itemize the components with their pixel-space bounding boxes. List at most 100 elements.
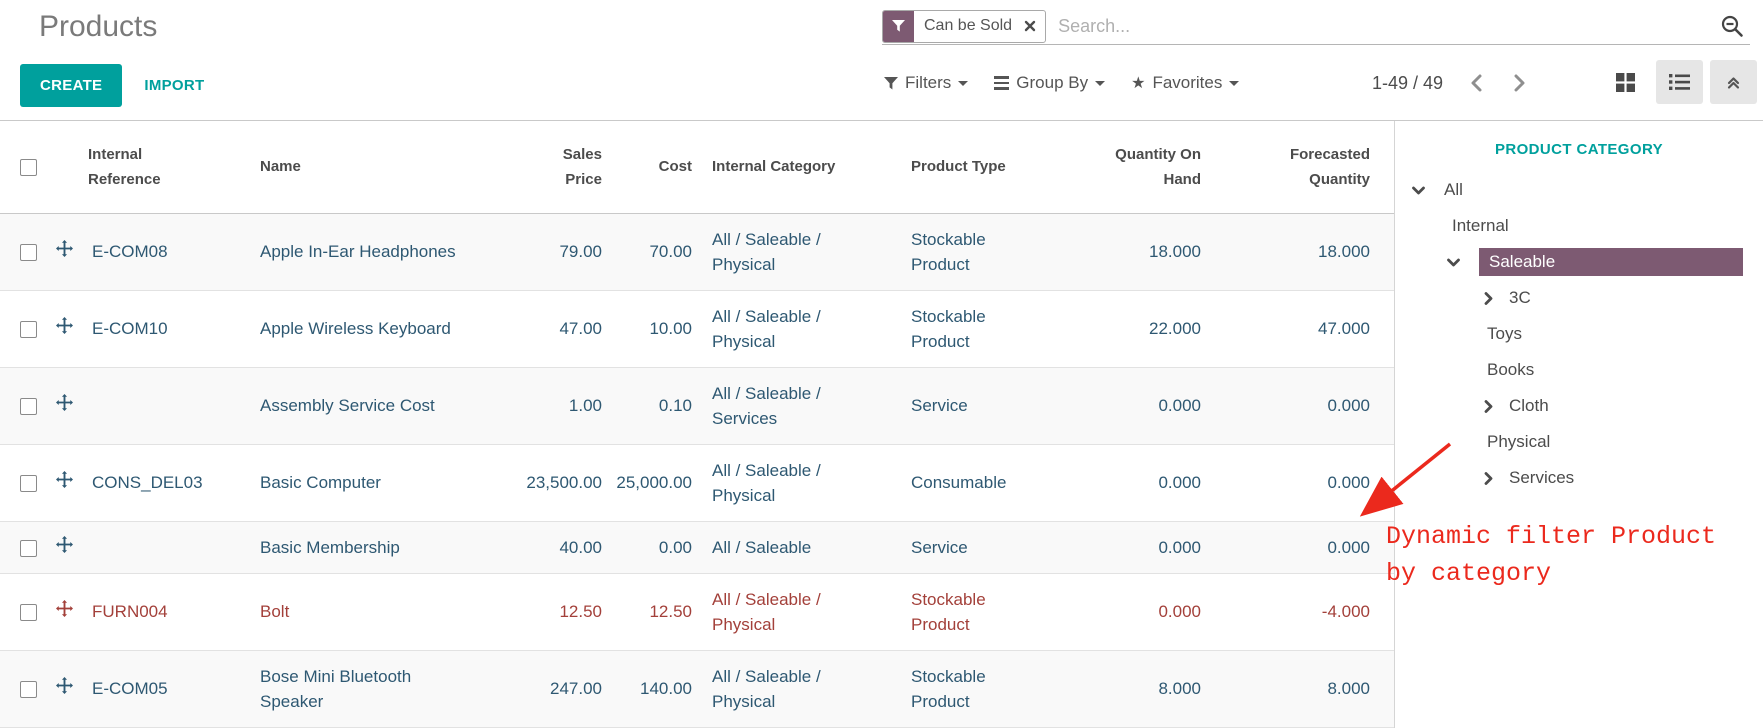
cell-internal-reference: E-COM05: [92, 679, 168, 698]
chevron-right-icon: [1484, 291, 1493, 305]
category-tree-item[interactable]: Saleable: [1395, 244, 1763, 280]
product-category-panel: PRODUCT CATEGORY All Internal: [1394, 121, 1763, 728]
pager-previous-icon[interactable]: [1469, 73, 1485, 93]
kanban-view-button[interactable]: [1602, 60, 1649, 104]
cell-product-type: Stockable Product: [911, 666, 986, 711]
column-header-product-type[interactable]: Product Type: [905, 121, 1100, 214]
chevron-down-icon: [1095, 80, 1106, 86]
category-tree-item[interactable]: Books: [1395, 352, 1763, 388]
table-row[interactable]: E-COM05 Bose Mini Bluetooth Speaker 247.…: [0, 650, 1394, 727]
cell-sales-price: 47.00: [559, 319, 602, 338]
filters-menu[interactable]: Filters: [884, 73, 969, 93]
category-label: 3C: [1509, 288, 1531, 307]
drag-handle-icon[interactable]: [56, 471, 73, 488]
cell-forecasted-quantity: 47.000: [1318, 319, 1370, 338]
category-label: Internal: [1452, 216, 1509, 235]
category-tree-item[interactable]: Toys: [1395, 316, 1763, 352]
category-tree-item[interactable]: 3C: [1395, 280, 1763, 316]
group-by-menu[interactable]: Group By: [994, 73, 1106, 93]
table-row[interactable]: E-COM08 Apple In-Ear Headphones 79.00 70…: [0, 213, 1394, 290]
category-tree-item[interactable]: Services: [1395, 460, 1763, 496]
chevron-down-icon: [1229, 80, 1240, 86]
row-select-cell: [0, 573, 56, 650]
category-tree-item[interactable]: Physical: [1395, 424, 1763, 460]
row-checkbox[interactable]: [20, 244, 37, 262]
cell-product-type: Service: [911, 396, 968, 415]
main-content: Internal Reference Name Sales Price Cost…: [0, 121, 1763, 728]
cell-name: Basic Membership: [260, 537, 400, 557]
row-select-cell: [0, 213, 56, 290]
column-header-cost[interactable]: Cost: [610, 121, 700, 214]
table-row[interactable]: FURN004 Bolt 12.50 12.50 All / Saleable …: [0, 573, 1394, 650]
column-header-internal-reference[interactable]: Internal Reference: [88, 121, 260, 214]
products-table: Internal Reference Name Sales Price Cost…: [0, 121, 1394, 728]
column-header-sales-price[interactable]: Sales Price: [505, 121, 610, 214]
drag-handle-icon[interactable]: [56, 317, 73, 334]
cell-forecasted-quantity: 0.000: [1327, 473, 1370, 492]
collapse-panel-button[interactable]: [1710, 60, 1757, 104]
table-row[interactable]: Assembly Service Cost 1.00 0.10 All / Sa…: [0, 367, 1394, 444]
row-checkbox[interactable]: [20, 604, 37, 622]
funnel-icon: [884, 76, 898, 89]
cell-internal-reference: E-COM10: [92, 319, 168, 338]
cell-quantity-on-hand: 18.000: [1149, 242, 1201, 261]
cell-cost: 10.00: [649, 319, 692, 338]
drag-cell: [56, 444, 88, 521]
cell-cost: 12.50: [649, 602, 692, 621]
pager-next-icon[interactable]: [1511, 73, 1527, 93]
cell-sales-price: 23,500.00: [526, 473, 602, 492]
facet-remove-icon[interactable]: [1022, 11, 1045, 42]
chevron-down-icon: [1447, 258, 1460, 266]
cell-product-type: Stockable Product: [911, 589, 986, 634]
column-header-internal-category[interactable]: Internal Category: [700, 121, 905, 214]
row-checkbox[interactable]: [20, 681, 37, 699]
drag-cell: [56, 650, 88, 727]
drag-handle-icon[interactable]: [56, 240, 73, 257]
column-header-quantity-on-hand[interactable]: Quantity On Hand: [1100, 121, 1210, 214]
search-icon[interactable]: [1720, 14, 1744, 38]
drag-handle-icon[interactable]: [56, 535, 73, 553]
cell-name: Bose Mini Bluetooth Speaker: [260, 666, 412, 711]
cell-internal-category: All / Saleable / Physical: [712, 306, 821, 351]
category-tree-item[interactable]: Internal: [1395, 208, 1763, 244]
row-checkbox[interactable]: [20, 539, 37, 557]
row-checkbox[interactable]: [20, 321, 37, 339]
pager-range[interactable]: 1-49 / 49: [1372, 72, 1444, 93]
control-panel: Products Can be Sold CREA: [0, 0, 1763, 121]
drag-handle-icon[interactable]: [56, 677, 73, 694]
cell-internal-reference: FURN004: [92, 602, 168, 621]
row-checkbox[interactable]: [20, 475, 37, 493]
cell-product-type: Stockable Product: [911, 229, 986, 274]
filters-label: Filters: [905, 73, 952, 92]
tree-chevron-slot: [1481, 291, 1509, 306]
cell-cost: 0.00: [658, 537, 692, 557]
list-icon: [1669, 74, 1690, 90]
search-facet-can-be-sold[interactable]: Can be Sold: [882, 9, 1047, 43]
star-icon: ★: [1131, 73, 1146, 92]
create-button[interactable]: CREATE: [20, 64, 123, 107]
category-tree-item[interactable]: Cloth: [1395, 388, 1763, 424]
tree-chevron-slot: [1481, 399, 1509, 414]
drag-cell: [56, 573, 88, 650]
table-row[interactable]: Basic Membership 40.00 0.00 All / Saleab…: [0, 521, 1394, 573]
favorites-menu[interactable]: ★ Favorites: [1131, 73, 1240, 93]
import-button[interactable]: IMPORT: [144, 77, 205, 94]
list-view-button[interactable]: [1656, 60, 1703, 104]
cell-sales-price: 40.00: [559, 537, 602, 557]
drag-handle-icon[interactable]: [56, 394, 73, 411]
search-input[interactable]: [1058, 15, 1720, 37]
row-checkbox[interactable]: [20, 398, 37, 416]
table-row[interactable]: CONS_DEL03 Basic Computer 23,500.00 25,0…: [0, 444, 1394, 521]
column-header-name[interactable]: Name: [260, 121, 505, 214]
select-all-checkbox[interactable]: [20, 158, 37, 176]
column-header-forecasted-quantity[interactable]: Forecasted Quantity: [1210, 121, 1394, 214]
table-row[interactable]: E-COM10 Apple Wireless Keyboard 47.00 10…: [0, 290, 1394, 367]
cell-sales-price: 12.50: [559, 602, 602, 621]
cell-forecasted-quantity: -4.000: [1321, 602, 1370, 621]
cell-internal-reference: [88, 367, 260, 444]
drag-handle-icon[interactable]: [56, 600, 73, 617]
cell-forecasted-quantity: 0.000: [1327, 537, 1370, 557]
category-tree-item[interactable]: All: [1395, 172, 1763, 208]
row-select-cell: [0, 290, 56, 367]
cell-name: Apple In-Ear Headphones: [260, 242, 456, 261]
